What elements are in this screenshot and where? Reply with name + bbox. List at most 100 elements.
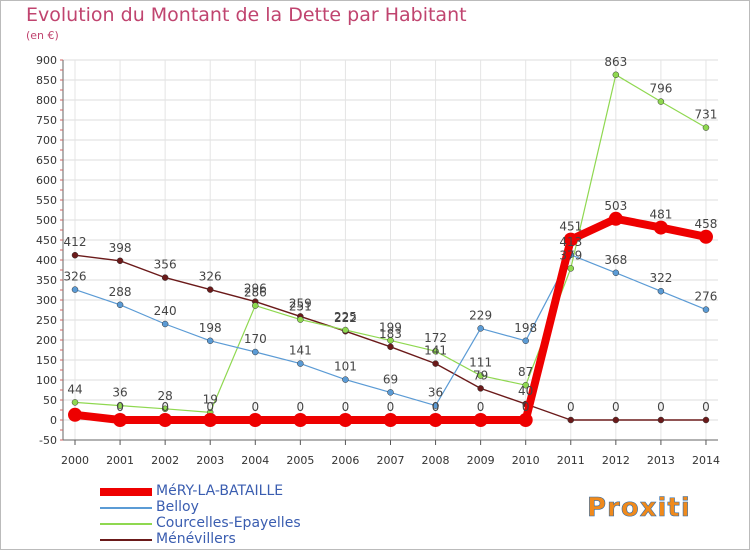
y-tick-label: 750 xyxy=(36,114,57,127)
data-label-m-ry-la-bataille: 0 xyxy=(116,400,124,414)
data-label-m-ry-la-bataille: 458 xyxy=(695,217,718,231)
data-label-m-n-villers: 398 xyxy=(109,241,132,255)
data-label-m-ry-la-bataille: 0 xyxy=(522,400,530,414)
data-label-belloy: 276 xyxy=(695,290,718,304)
chart-subtitle: (en €) xyxy=(26,29,59,42)
y-tick-label: -50 xyxy=(39,434,57,447)
data-label-m-ry-la-bataille: 0 xyxy=(297,400,305,414)
series-point-m-n-villers xyxy=(206,286,214,293)
series-point-courcelles-epayelles xyxy=(702,124,710,131)
data-label-courcelles-epayelles: 172 xyxy=(424,331,447,345)
data-label-belloy: 368 xyxy=(604,253,627,267)
series-point-m-ry-la-bataille xyxy=(338,413,353,427)
data-label-m-ry-la-bataille: 0 xyxy=(432,400,440,414)
series-point-m-ry-la-bataille xyxy=(473,413,488,427)
y-tick-label: 650 xyxy=(36,154,57,167)
legend-label: MéRY-LA-BATAILLE xyxy=(156,483,284,499)
series-point-m-ry-la-bataille xyxy=(608,211,623,226)
series-point-courcelles-epayelles xyxy=(477,372,484,379)
data-label-m-n-villers: 296 xyxy=(244,282,267,296)
legend-swatch xyxy=(100,488,152,496)
series-point-belloy xyxy=(252,348,259,356)
data-label-m-ry-la-bataille: 0 xyxy=(161,400,169,414)
y-tick-label: 150 xyxy=(36,354,57,367)
x-tick-label: 2005 xyxy=(286,454,314,467)
x-tick-label: 2011 xyxy=(557,454,585,467)
data-label-belloy: 288 xyxy=(109,285,132,299)
series-point-belloy xyxy=(206,337,214,345)
data-label-courcelles-epayelles: 28 xyxy=(157,389,172,403)
y-tick-label: 250 xyxy=(36,314,57,327)
series-point-m-n-villers xyxy=(612,416,620,424)
data-label-belloy: 141 xyxy=(289,344,312,358)
series-point-courcelles-epayelles xyxy=(342,326,349,334)
x-tick-label: 2002 xyxy=(151,454,179,467)
data-label-m-n-villers: 0 xyxy=(612,400,620,414)
legend-swatch xyxy=(100,539,152,541)
x-tick-label: 2008 xyxy=(422,454,450,467)
series-point-m-ry-la-bataille xyxy=(383,413,398,427)
series-point-belloy xyxy=(477,325,484,332)
data-label-m-n-villers: 222 xyxy=(334,311,357,325)
series-point-m-n-villers xyxy=(657,416,665,424)
series-point-m-n-villers xyxy=(116,257,124,265)
data-label-m-n-villers: 356 xyxy=(154,258,177,272)
data-label-courcelles-epayelles: 225 xyxy=(334,310,357,324)
data-label-belloy: 198 xyxy=(199,321,222,335)
series-point-belloy xyxy=(161,320,169,328)
y-tick-label: 600 xyxy=(36,174,57,187)
series-point-belloy xyxy=(702,306,710,313)
legend-swatch xyxy=(100,523,152,525)
series-point-m-ry-la-bataille xyxy=(203,413,218,427)
data-label-belloy: 198 xyxy=(514,321,537,335)
series-point-belloy xyxy=(116,301,124,309)
axes: -500501001502002503003504004505005506006… xyxy=(36,54,720,467)
series-point-m-n-villers xyxy=(702,416,710,424)
grid xyxy=(63,59,718,441)
data-label-m-n-villers: 326 xyxy=(199,270,222,284)
data-label-m-ry-la-bataille: 0 xyxy=(206,400,214,414)
y-tick-label: 500 xyxy=(36,214,57,227)
series-point-courcelles-epayelles xyxy=(252,302,259,309)
series-point-courcelles-epayelles xyxy=(297,316,304,323)
series-point-m-n-villers xyxy=(567,416,575,424)
data-label-courcelles-epayelles: 863 xyxy=(604,55,627,69)
proxiti-logo: Proxiti xyxy=(587,493,690,524)
series-point-courcelles-epayelles xyxy=(567,265,575,272)
y-tick-label: 800 xyxy=(36,94,57,107)
data-label-belloy: 36 xyxy=(428,386,443,400)
y-tick-label: 850 xyxy=(36,74,57,87)
series-point-belloy xyxy=(387,389,394,396)
x-tick-label: 2006 xyxy=(331,454,359,467)
data-label-m-n-villers: 79 xyxy=(473,368,488,382)
data-label-m-n-villers: 0 xyxy=(657,400,665,414)
x-tick-label: 2001 xyxy=(106,454,134,467)
data-label-courcelles-epayelles: 286 xyxy=(244,286,267,300)
series-point-belloy xyxy=(297,360,304,367)
series-point-courcelles-epayelles xyxy=(522,381,529,389)
series-point-courcelles-epayelles xyxy=(71,399,79,406)
y-tick-label: 50 xyxy=(43,394,57,407)
series-layer xyxy=(68,71,713,427)
y-tick-label: 400 xyxy=(36,254,57,267)
data-label-belloy: 170 xyxy=(244,332,267,346)
series-point-courcelles-epayelles xyxy=(161,405,169,413)
data-label-courcelles-epayelles: 199 xyxy=(379,320,402,334)
series-point-m-n-villers xyxy=(432,360,439,367)
data-label-courcelles-epayelles: 796 xyxy=(649,82,672,96)
x-tick-label: 2013 xyxy=(647,454,675,467)
series-point-m-ry-la-bataille xyxy=(653,220,668,235)
series-point-m-ry-la-bataille xyxy=(113,413,128,427)
data-label-belloy: 101 xyxy=(334,360,357,374)
legend-label: Belloy xyxy=(156,499,199,515)
series-point-m-ry-la-bataille xyxy=(698,229,713,244)
y-tick-label: 550 xyxy=(36,194,57,207)
series-point-m-ry-la-bataille xyxy=(428,413,443,427)
x-tick-label: 2003 xyxy=(196,454,224,467)
series-point-m-n-villers xyxy=(477,385,484,392)
data-label-m-ry-la-bataille: 451 xyxy=(559,220,582,234)
data-label-belloy: 240 xyxy=(154,304,177,318)
data-label-m-n-villers: 0 xyxy=(702,400,710,414)
series-point-courcelles-epayelles xyxy=(387,337,394,344)
